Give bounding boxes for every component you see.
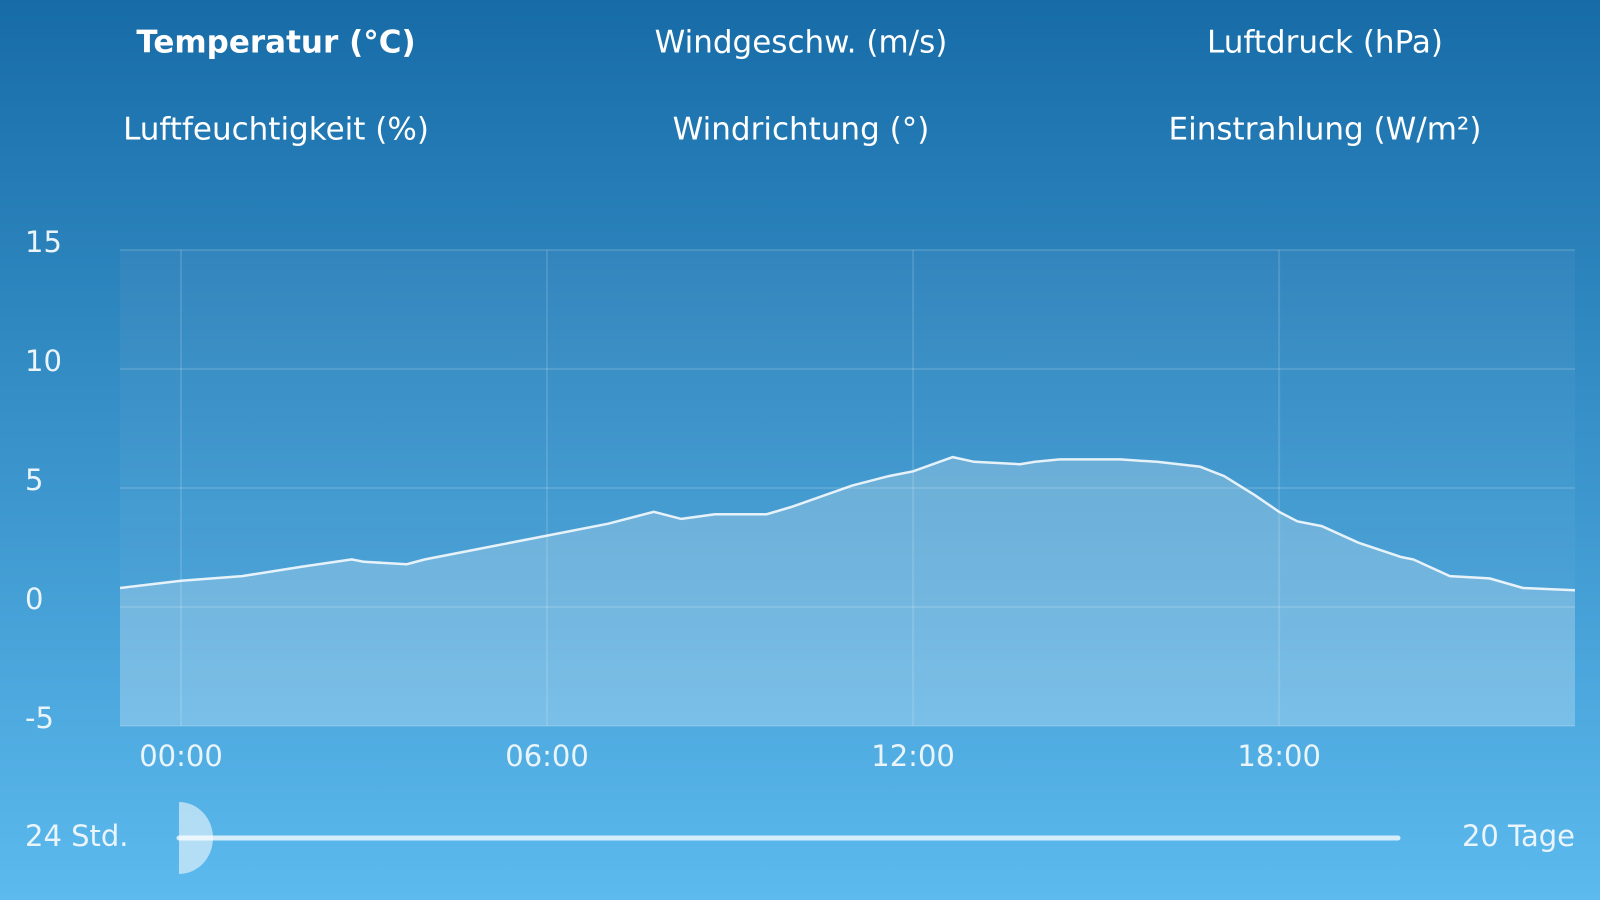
y-tick-label: 5 <box>25 463 43 497</box>
slider-min-label: 24 Std. <box>25 819 129 853</box>
chart: 15 10 5 0 -5 00:00 06:00 12:00 18:00 <box>25 225 1576 773</box>
range-slider[interactable]: 24 Std. 20 Tage <box>25 802 1575 874</box>
y-tick-label: 10 <box>25 344 62 378</box>
y-tick-label: 15 <box>25 225 62 259</box>
y-tick-label: 0 <box>25 582 43 616</box>
tab[interactable]: Windgeschw. (m/s) <box>655 25 948 61</box>
slider-knob[interactable] <box>179 802 213 874</box>
y-tick-label: -5 <box>25 701 54 735</box>
tab[interactable]: Einstrahlung (W/m²) <box>1169 112 1482 148</box>
tab[interactable]: Luftfeuchtigkeit (%) <box>123 112 429 148</box>
x-tick-label: 00:00 <box>139 739 223 773</box>
tab-bar: Temperatur (°C) Windgeschw. (m/s) Luftdruc… <box>123 25 1481 148</box>
tab[interactable]: Temperatur (°C) <box>136 25 415 61</box>
tab[interactable]: Windrichtung (°) <box>673 112 930 148</box>
tab[interactable]: Luftdruck (hPa) <box>1207 25 1443 61</box>
area-fill <box>120 457 1575 726</box>
line <box>119 455 1576 592</box>
slider-max-label: 20 Tage <box>1462 819 1575 853</box>
x-tick-label: 12:00 <box>871 739 955 773</box>
x-tick-label: 06:00 <box>505 739 589 773</box>
x-tick-label: 18:00 <box>1237 739 1321 773</box>
